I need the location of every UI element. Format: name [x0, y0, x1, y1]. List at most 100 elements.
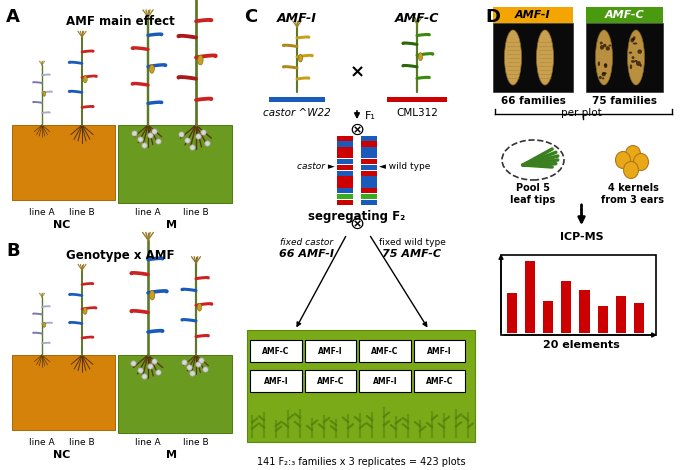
Bar	[337, 182, 353, 188]
Text: B: B	[6, 242, 20, 260]
Ellipse shape	[629, 52, 632, 54]
Text: M: M	[166, 220, 177, 230]
Text: line A: line A	[135, 438, 161, 447]
Bar	[493, 23, 573, 92]
Bar	[525, 261, 535, 333]
Text: ×: ×	[349, 63, 364, 81]
Text: NC: NC	[53, 450, 71, 460]
Text: 75 AMF-C: 75 AMF-C	[382, 249, 442, 259]
Bar	[616, 296, 626, 333]
Ellipse shape	[623, 162, 638, 179]
Bar	[269, 97, 325, 102]
Bar	[337, 153, 353, 158]
Bar	[305, 370, 356, 392]
Bar	[337, 171, 353, 176]
Text: AMF main effect: AMF main effect	[66, 15, 175, 28]
Bar	[305, 340, 356, 362]
Text: line A: line A	[135, 208, 161, 217]
Text: Pool 5
leaf tips: Pool 5 leaf tips	[510, 183, 556, 204]
Text: ⊗: ⊗	[349, 215, 364, 233]
Ellipse shape	[419, 53, 423, 61]
Bar	[337, 200, 353, 205]
Ellipse shape	[504, 30, 521, 85]
Text: 66 families: 66 families	[501, 96, 565, 106]
Ellipse shape	[635, 60, 638, 63]
Ellipse shape	[604, 63, 607, 66]
Bar	[361, 135, 377, 141]
Text: CML312: CML312	[396, 108, 438, 118]
Bar	[359, 370, 411, 392]
Bar	[414, 340, 465, 362]
Ellipse shape	[633, 42, 638, 45]
Text: AMF-C: AMF-C	[395, 12, 439, 25]
Text: A: A	[6, 8, 20, 26]
Text: 66 AMF-I: 66 AMF-I	[279, 249, 334, 259]
Text: 20 elements: 20 elements	[543, 340, 620, 350]
Ellipse shape	[83, 76, 87, 83]
Ellipse shape	[598, 62, 600, 66]
Bar	[361, 141, 377, 147]
Bar	[361, 176, 377, 182]
Ellipse shape	[600, 42, 603, 45]
Text: fixed castor: fixed castor	[280, 238, 334, 247]
Text: line A: line A	[29, 208, 55, 217]
Ellipse shape	[608, 45, 611, 47]
Ellipse shape	[197, 303, 201, 311]
Ellipse shape	[43, 91, 46, 96]
Bar	[361, 188, 377, 193]
Text: 4 kernels
from 3 ears: 4 kernels from 3 ears	[601, 183, 664, 204]
Text: 75 families: 75 families	[592, 96, 657, 106]
Text: AMF-I: AMF-I	[264, 376, 288, 385]
Ellipse shape	[149, 290, 155, 300]
Bar	[361, 164, 377, 170]
Ellipse shape	[198, 55, 203, 65]
Ellipse shape	[600, 45, 604, 50]
Text: AMF-I: AMF-I	[318, 346, 342, 355]
Ellipse shape	[627, 30, 645, 85]
Bar	[337, 141, 353, 147]
Ellipse shape	[298, 55, 303, 62]
Bar	[361, 182, 377, 188]
Ellipse shape	[536, 30, 553, 85]
Ellipse shape	[632, 39, 635, 41]
Text: castor ^W22: castor ^W22	[263, 108, 331, 118]
Bar	[337, 194, 353, 199]
Bar	[634, 303, 644, 333]
Text: AMF-I: AMF-I	[373, 376, 397, 385]
Text: per plot: per plot	[561, 108, 602, 118]
Ellipse shape	[637, 49, 642, 54]
Text: AMF-I: AMF-I	[427, 346, 452, 355]
Text: NC: NC	[53, 220, 71, 230]
Ellipse shape	[604, 63, 608, 68]
Text: fixed wild type: fixed wild type	[379, 238, 445, 247]
Text: ICP-MS: ICP-MS	[560, 232, 603, 242]
Text: 141 F₂:₃ families x 3 replicates = 423 plots: 141 F₂:₃ families x 3 replicates = 423 p…	[257, 457, 465, 467]
Bar	[247, 330, 475, 442]
Text: ⊗: ⊗	[349, 121, 364, 139]
Text: AMF-C: AMF-C	[426, 376, 453, 385]
Text: castor ►: castor ►	[297, 162, 335, 171]
Bar	[118, 125, 232, 203]
Ellipse shape	[625, 146, 640, 163]
Bar	[586, 7, 663, 23]
Text: line A: line A	[29, 438, 55, 447]
Text: AMF-C: AMF-C	[316, 376, 344, 385]
Bar	[12, 125, 115, 200]
Bar	[250, 370, 301, 392]
Bar	[501, 255, 656, 335]
Text: AMF-I: AMF-I	[277, 12, 317, 25]
Ellipse shape	[630, 38, 634, 42]
Ellipse shape	[631, 60, 635, 63]
Bar	[337, 159, 353, 164]
Ellipse shape	[616, 151, 630, 169]
Text: line B: line B	[183, 208, 209, 217]
Bar	[361, 194, 377, 199]
Bar	[493, 7, 573, 23]
Bar	[361, 147, 377, 152]
Bar	[337, 176, 353, 182]
Ellipse shape	[149, 64, 154, 73]
Text: AMF-C: AMF-C	[605, 10, 645, 20]
Bar	[361, 200, 377, 205]
Bar	[337, 135, 353, 141]
Text: M: M	[166, 450, 177, 460]
